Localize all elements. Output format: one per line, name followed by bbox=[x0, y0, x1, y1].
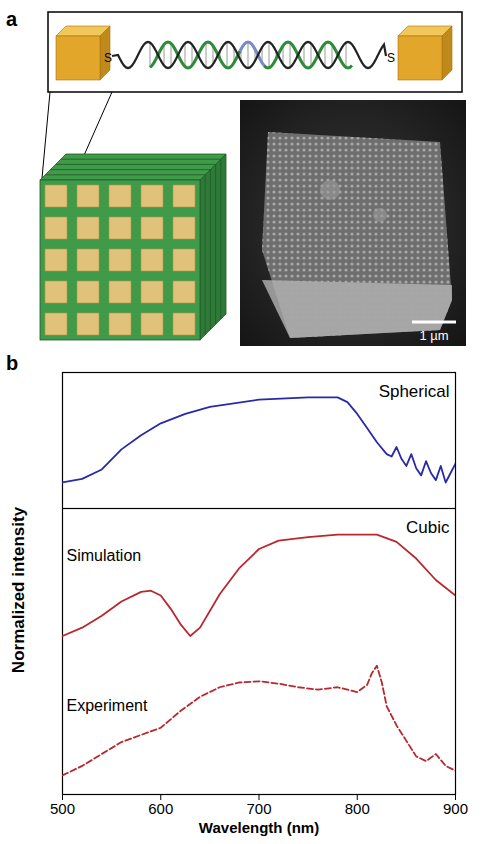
svg-text:Cubic: Cubic bbox=[406, 518, 450, 537]
svg-text:a: a bbox=[6, 8, 18, 30]
svg-text:800: 800 bbox=[345, 800, 370, 817]
svg-text:Normalized intensity: Normalized intensity bbox=[9, 506, 28, 673]
svg-text:600: 600 bbox=[148, 800, 173, 817]
svg-text:Wavelength (nm): Wavelength (nm) bbox=[199, 819, 319, 836]
svg-text:S: S bbox=[104, 51, 112, 65]
svg-text:700: 700 bbox=[246, 800, 271, 817]
svg-text:500: 500 bbox=[50, 800, 75, 817]
svg-text:Experiment: Experiment bbox=[67, 697, 148, 714]
svg-text:Spherical: Spherical bbox=[379, 382, 450, 401]
svg-text:1 µm: 1 µm bbox=[419, 328, 448, 343]
svg-text:900: 900 bbox=[443, 800, 468, 817]
svg-text:Simulation: Simulation bbox=[67, 547, 142, 564]
svg-text:S: S bbox=[387, 51, 395, 65]
svg-text:b: b bbox=[6, 352, 18, 374]
